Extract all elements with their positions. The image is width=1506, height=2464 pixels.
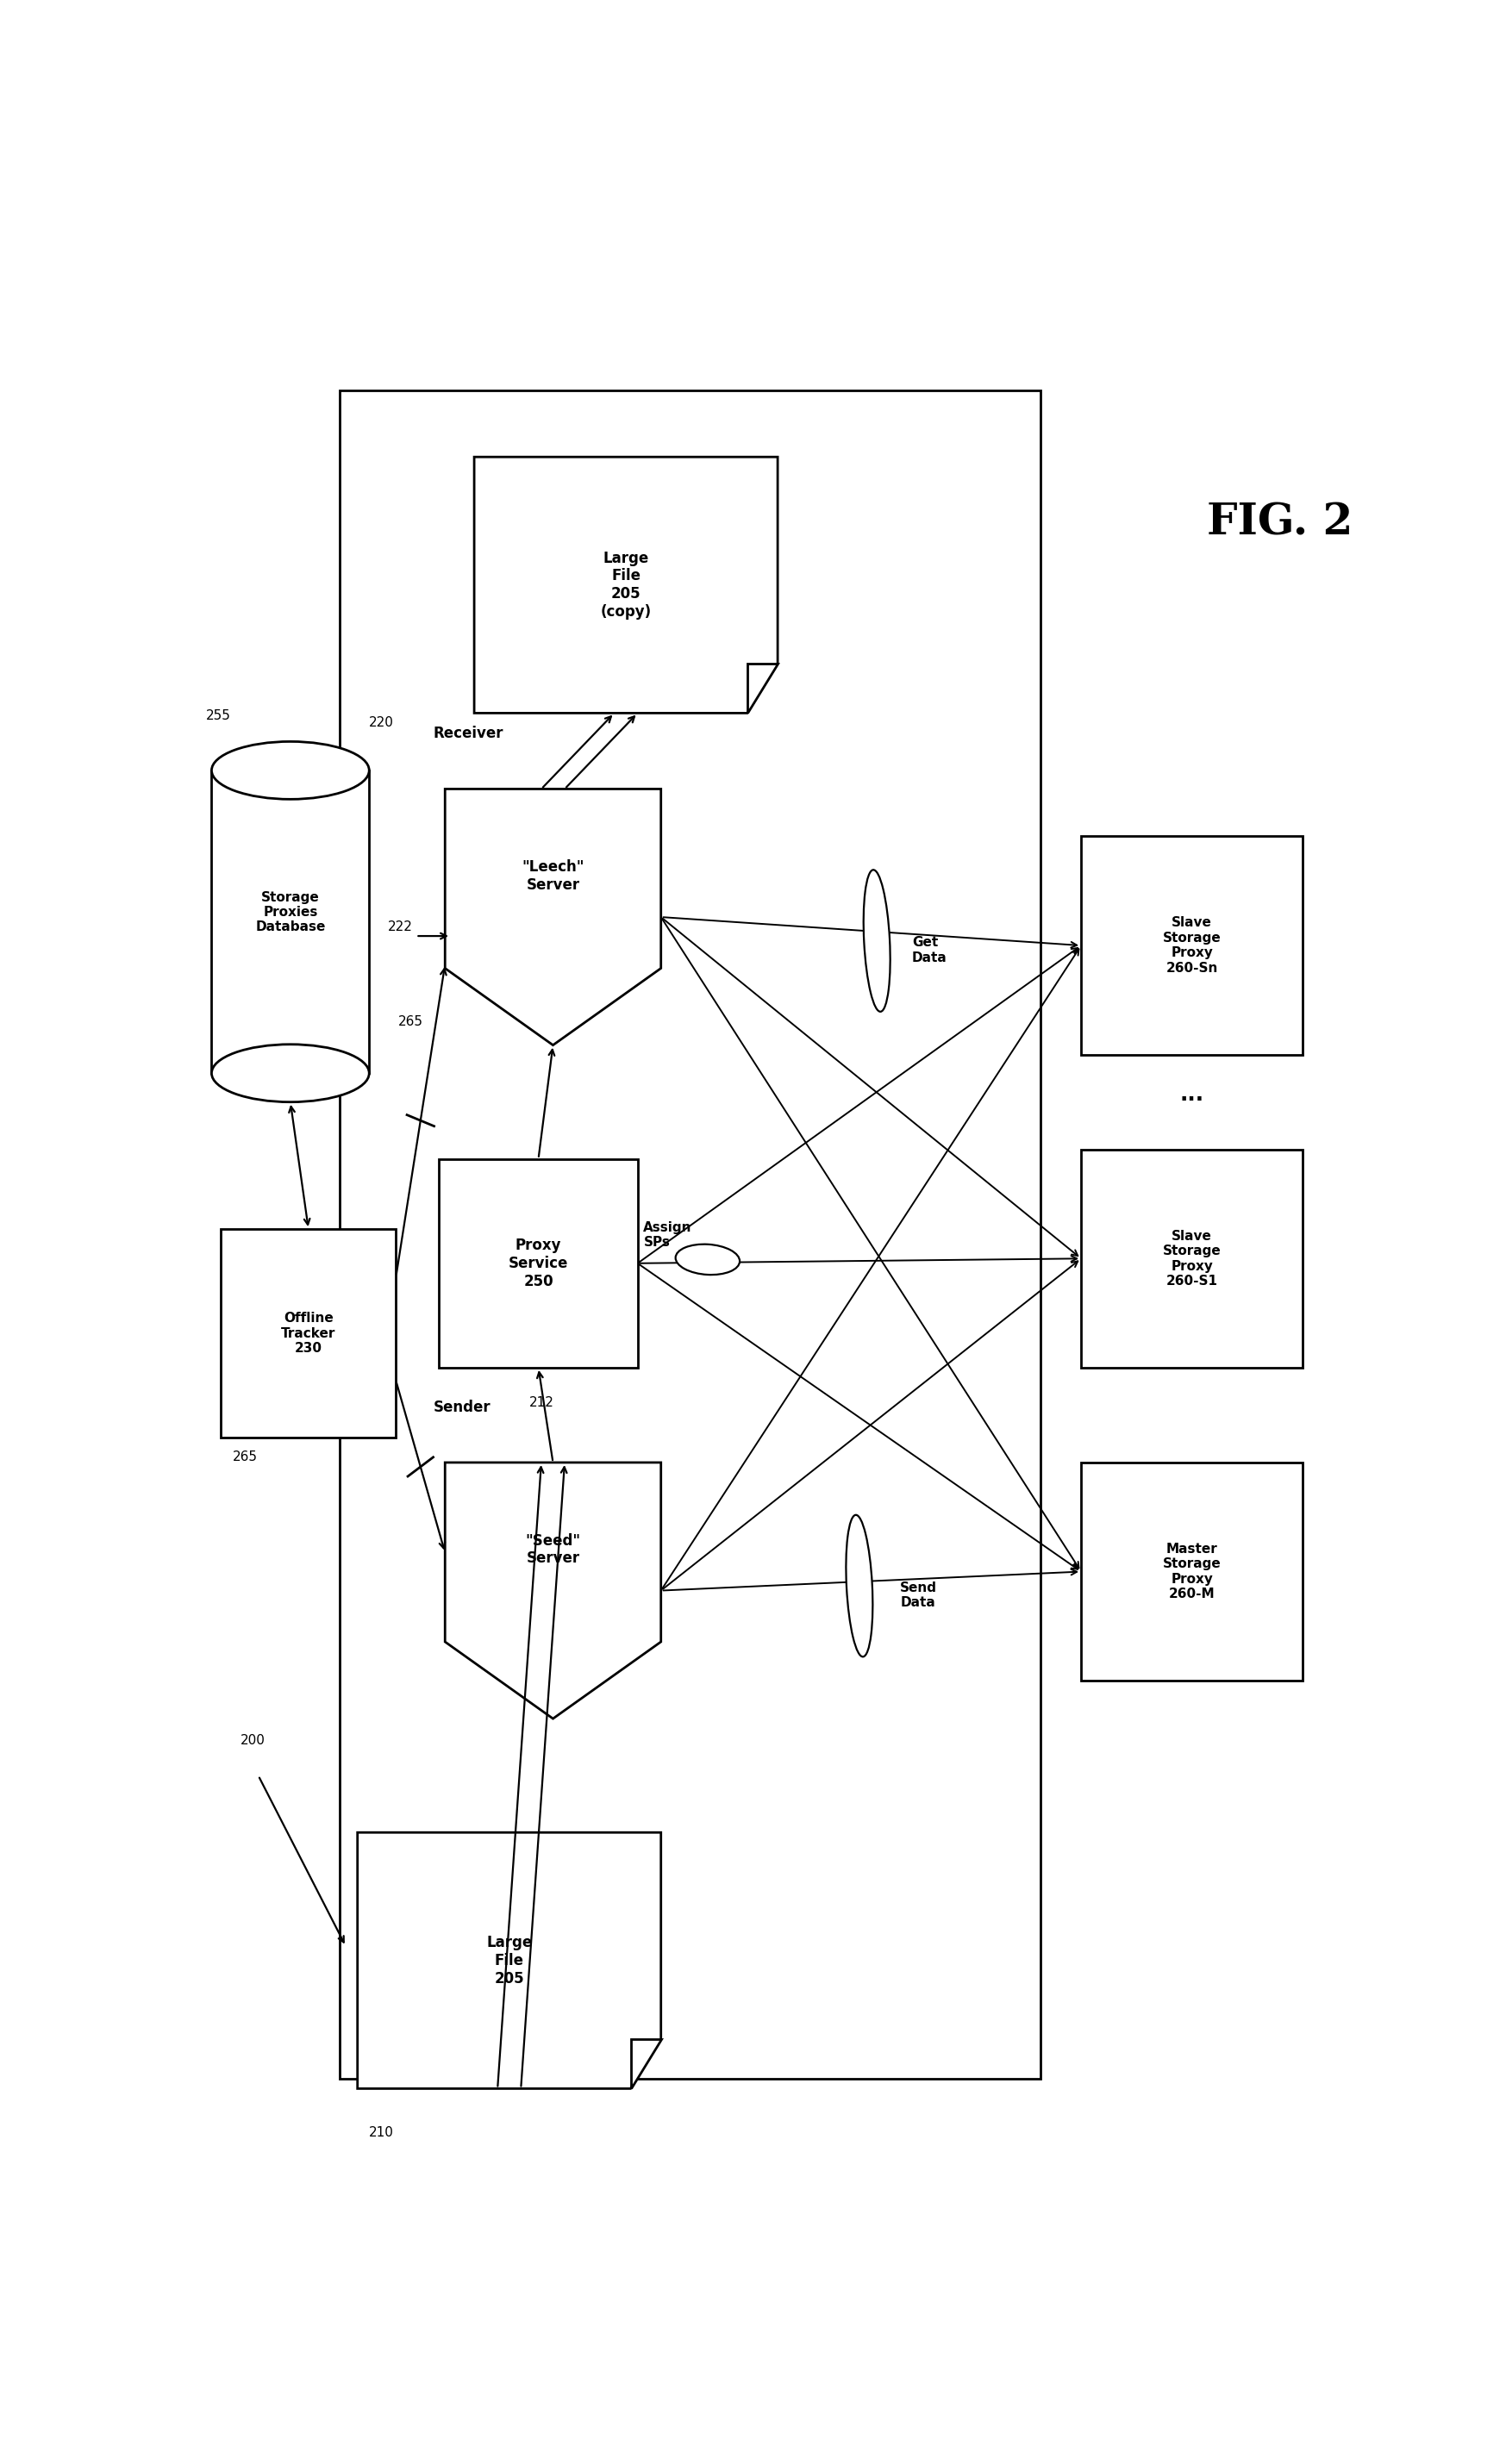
- Text: 200: 200: [239, 1735, 265, 1747]
- Bar: [1081, 835, 1303, 1055]
- Text: 220: 220: [369, 717, 395, 729]
- Text: 255: 255: [206, 710, 230, 722]
- Text: Sender: Sender: [434, 1400, 491, 1414]
- Text: Proxy
Service
250: Proxy Service 250: [509, 1237, 568, 1289]
- Text: Receiver: Receiver: [434, 727, 503, 742]
- Bar: [440, 1158, 637, 1368]
- Ellipse shape: [863, 870, 890, 1013]
- Text: Send
Data: Send Data: [901, 1582, 937, 1609]
- Text: 265: 265: [398, 1015, 423, 1027]
- Bar: [211, 771, 369, 1074]
- Bar: [221, 1230, 396, 1439]
- Text: 265: 265: [232, 1451, 258, 1464]
- Bar: [340, 389, 1041, 2080]
- Text: 210: 210: [369, 2126, 395, 2139]
- Text: Get
Data: Get Data: [913, 936, 947, 963]
- Text: Large
File
205
(copy): Large File 205 (copy): [601, 549, 652, 618]
- Ellipse shape: [846, 1515, 872, 1656]
- Text: 212: 212: [529, 1397, 554, 1409]
- Text: Storage
Proxies
Database: Storage Proxies Database: [256, 892, 325, 934]
- Text: "Seed"
Server: "Seed" Server: [526, 1533, 581, 1567]
- Text: ...: ...: [1179, 1084, 1205, 1106]
- Text: Slave
Storage
Proxy
260-Sn: Slave Storage Proxy 260-Sn: [1163, 917, 1221, 973]
- Polygon shape: [444, 788, 661, 1045]
- Ellipse shape: [211, 1045, 369, 1101]
- Polygon shape: [747, 663, 777, 712]
- Text: 222: 222: [387, 919, 413, 934]
- Text: Master
Storage
Proxy
260-M: Master Storage Proxy 260-M: [1163, 1542, 1221, 1602]
- Ellipse shape: [676, 1244, 739, 1274]
- Polygon shape: [357, 1833, 661, 2089]
- Ellipse shape: [211, 742, 369, 798]
- Text: FIG. 2: FIG. 2: [1206, 503, 1352, 545]
- Polygon shape: [631, 2040, 661, 2089]
- Text: "Leech"
Server: "Leech" Server: [521, 860, 584, 892]
- Text: Slave
Storage
Proxy
260-S1: Slave Storage Proxy 260-S1: [1163, 1230, 1221, 1289]
- Bar: [1081, 1464, 1303, 1680]
- Polygon shape: [444, 1464, 661, 1720]
- Text: Offline
Tracker
230: Offline Tracker 230: [282, 1311, 336, 1355]
- Bar: [1081, 1148, 1303, 1368]
- Text: Assign
SPs: Assign SPs: [643, 1220, 693, 1249]
- Polygon shape: [474, 456, 777, 712]
- Text: Large
File
205: Large File 205: [486, 1934, 532, 1986]
